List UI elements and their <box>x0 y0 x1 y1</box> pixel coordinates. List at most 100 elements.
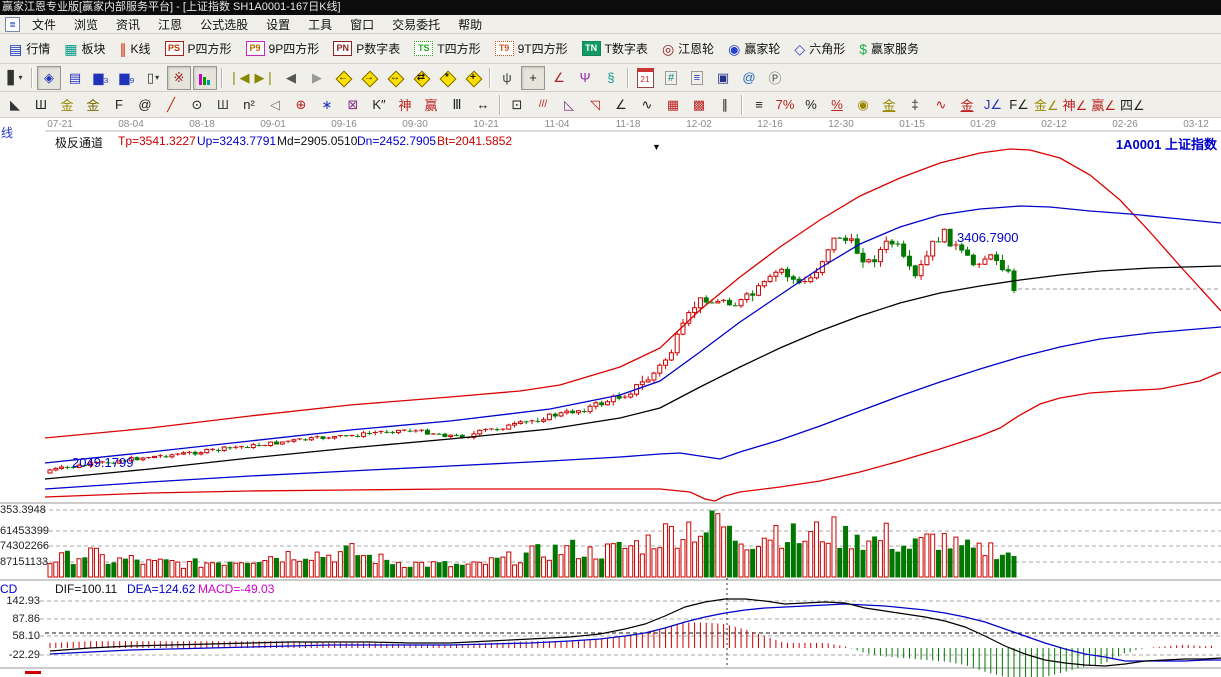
candle-type-icon[interactable]: ▯ ▾ <box>146 69 160 85</box>
j-angle-icon[interactable]: J∠ <box>983 96 1003 112</box>
box-star-icon[interactable]: ⊠ <box>347 96 359 112</box>
menu-item-5[interactable]: 设置 <box>266 17 291 32</box>
prev-bar-icon[interactable]: ◀ <box>286 69 296 85</box>
toolbar-item-行情[interactable]: ▤ 行情 <box>2 37 57 61</box>
wave-red-icon[interactable]: ∿ <box>935 96 947 112</box>
chart-area[interactable]: 07-21 08-04 08-18 09-01 09-16 09-30 10-21 11-04… <box>0 118 1221 677</box>
first-bar-icon[interactable]: ❘◀ <box>228 69 250 85</box>
calculator-icon[interactable]: # <box>659 66 683 90</box>
toolbar-item-T数字表[interactable]: TN T数字表 <box>575 37 655 61</box>
gold-circle-icon[interactable]: ◉ <box>857 96 869 112</box>
toolbar-item-赢家服务[interactable]: $ 赢家服务 <box>852 37 926 61</box>
calendar-icon[interactable]: 21 <box>633 66 657 90</box>
cross-expand-icon[interactable]: + <box>461 66 485 90</box>
compass-icon[interactable]: ⊕ <box>295 96 307 112</box>
shift-left-icon[interactable]: ← <box>331 66 355 90</box>
brush-icon[interactable]: ◣ <box>10 96 20 112</box>
pencil-ruler-icon[interactable]: ╱ <box>167 96 175 112</box>
toolbar-item-9T四方形[interactable]: T9 9T四方形 <box>488 37 575 61</box>
menu-item-3[interactable]: 江恩 <box>158 17 183 32</box>
win-angle-icon[interactable]: 赢∠ <box>1091 98 1116 113</box>
ladder-icon[interactable]: ≡ <box>755 97 763 112</box>
fib-grid-icon[interactable]: F <box>115 97 123 112</box>
menu-item-0[interactable]: 文件 <box>32 17 57 32</box>
gold-redline-icon[interactable]: 金 <box>960 98 974 113</box>
notes-icon[interactable]: ≡ <box>685 66 709 90</box>
menu-item-4[interactable]: 公式选股 <box>200 17 249 32</box>
wave-icon[interactable]: ∿ <box>641 96 653 112</box>
toolbar-item-六角形[interactable]: ◇ 六角形 <box>787 37 852 61</box>
grid-dots-icon[interactable]: ▦ <box>666 96 680 112</box>
four-angle-icon[interactable]: 四∠ <box>1119 98 1145 113</box>
zoom-all-icon[interactable]: * <box>435 66 459 90</box>
grid-comb-icon[interactable]: Ш <box>35 97 47 112</box>
toolbar-item-赢家轮[interactable]: ◉ 赢家轮 <box>721 37 787 61</box>
menu-item-6[interactable]: 工具 <box>308 17 333 32</box>
side-panel-label[interactable]: 线 <box>1 126 14 140</box>
shift-right-icon[interactable]: → <box>357 66 381 90</box>
grid-dots2-icon[interactable]: ▩ <box>692 96 706 112</box>
swap-icon[interactable]: ⇄ <box>409 66 433 90</box>
knot-tool-icon[interactable]: § <box>607 70 615 85</box>
ruler123-icon[interactable]: Ⅲ <box>452 96 462 112</box>
gann-pattern-icon[interactable]: ※ <box>167 65 191 90</box>
percent-measure-icon[interactable]: 7% <box>775 97 795 112</box>
toolbar-item-P数字表[interactable]: PN P数字表 <box>326 37 407 61</box>
n2-icon[interactable]: n² <box>243 97 255 112</box>
menu-item-8[interactable]: 交易委托 <box>392 17 441 32</box>
k-note-icon[interactable]: K″ <box>372 97 386 112</box>
save-icon[interactable]: ▣ <box>716 69 730 85</box>
fan-box2-icon[interactable]: ◹ <box>590 96 600 112</box>
chevron-down-icon[interactable]: ▼ <box>652 142 661 152</box>
next-bar-icon[interactable]: ▶ <box>312 69 322 85</box>
menu-item-1[interactable]: 浏览 <box>74 17 99 32</box>
menu-item-7[interactable]: 窗口 <box>350 17 375 32</box>
crosshair-icon[interactable]: + <box>521 65 545 90</box>
fan-box-icon[interactable]: ◺ <box>564 96 574 112</box>
span-arrows-icon[interactable]: ↔ <box>476 97 490 112</box>
expand-h-icon[interactable]: ↔ <box>383 66 407 90</box>
spiral-icon[interactable]: @ <box>138 97 152 112</box>
toolbar-item-江恩轮[interactable]: ◎ 江恩轮 <box>655 37 721 61</box>
hand-icon[interactable]: ψ <box>502 70 512 85</box>
gold-angle-icon[interactable]: 金∠ <box>1034 98 1059 113</box>
ruler-icon[interactable]: Ш <box>217 97 229 112</box>
main-chart-svg[interactable] <box>0 118 1221 677</box>
info-list-icon[interactable]: ▤ <box>68 69 82 85</box>
gold-lines-icon[interactable]: 金 <box>882 98 896 113</box>
percent-line-icon[interactable]: % <box>831 97 843 112</box>
print-icon[interactable]: Ⓟ <box>768 71 782 86</box>
period-selector-icon[interactable]: ▋ ▾ <box>7 69 23 85</box>
shen-angle-icon[interactable]: 神∠ <box>1062 98 1088 113</box>
fan-rays-icon[interactable]: /// <box>538 99 548 110</box>
flag-icon[interactable]: ◁ <box>270 96 280 112</box>
toolbar-item-9P四方形[interactable]: P9 9P四方形 <box>239 37 327 61</box>
purple-tool-icon[interactable]: Ψ <box>579 70 591 85</box>
shen-ruler-icon[interactable]: 神 <box>398 98 412 113</box>
gold-grid2-icon[interactable]: 金 <box>86 98 100 113</box>
time-cycle-icon[interactable]: ⊙ <box>191 96 203 112</box>
win-ruler-icon[interactable]: 赢 <box>424 98 438 113</box>
toolbar-item-P四方形[interactable]: PS P四方形 <box>158 37 239 61</box>
network-icon[interactable]: ◈ <box>37 65 61 90</box>
toolbar-item-K线[interactable]: ∥ K线 <box>113 37 158 61</box>
parallel-icon[interactable]: ∥ <box>721 96 729 112</box>
toolbar-item-板块[interactable]: ▦ 板块 <box>57 37 112 61</box>
child-window-icon[interactable]: ≣ <box>5 16 20 32</box>
volume-profile-icon[interactable] <box>193 65 217 90</box>
starburst-icon[interactable]: ∗ <box>321 96 333 112</box>
menu-item-2[interactable]: 资讯 <box>116 17 141 32</box>
f-angle-icon[interactable]: F∠ <box>1009 96 1029 112</box>
angle-lines-icon[interactable]: ∠ <box>615 96 627 112</box>
export-web-icon[interactable]: @ <box>742 70 756 85</box>
marker-icon[interactable]: ‡ <box>911 97 919 112</box>
angle-measure-icon[interactable]: ∠ <box>553 69 565 85</box>
chart3-icon[interactable]: ▆₃ <box>93 69 109 85</box>
menu-item-9[interactable]: 帮助 <box>458 17 483 32</box>
gold-grid-icon[interactable]: 金 <box>60 98 74 113</box>
last-bar-icon[interactable]: ▶❘ <box>254 69 276 85</box>
box-select-icon[interactable]: ⊡ <box>511 96 523 112</box>
chart9-icon[interactable]: ▆₉ <box>119 69 135 85</box>
toolbar-item-T四方形[interactable]: TS T四方形 <box>407 37 487 61</box>
percent-icon[interactable]: % <box>805 97 817 112</box>
